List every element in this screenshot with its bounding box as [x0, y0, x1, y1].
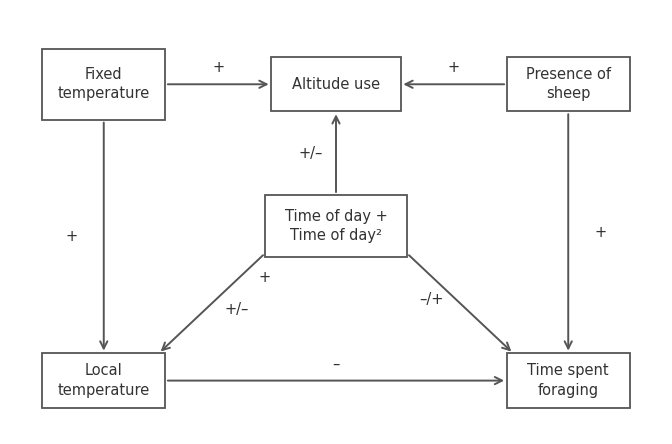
Text: +: + [448, 60, 460, 75]
Bar [42, 49, 165, 120]
Text: +: + [258, 270, 270, 285]
Bar [265, 195, 407, 258]
Text: –/+: –/+ [419, 292, 444, 307]
Text: +/–: +/– [298, 146, 323, 161]
Text: Fixed
temperature: Fixed temperature [58, 67, 150, 101]
Text: Presence of
sheep: Presence of sheep [526, 67, 611, 101]
Bar [507, 353, 630, 408]
Bar [42, 353, 165, 408]
Text: +: + [65, 229, 77, 244]
Text: Altitude use: Altitude use [292, 77, 380, 92]
Text: Time of day +
Time of day²: Time of day + Time of day² [285, 209, 387, 243]
Text: +: + [595, 225, 607, 240]
Text: +: + [212, 60, 224, 75]
Text: Local
temperature: Local temperature [58, 364, 150, 398]
Bar [271, 57, 401, 111]
Text: Time spent
foraging: Time spent foraging [528, 364, 609, 398]
Text: –: – [333, 357, 339, 371]
Bar [507, 57, 630, 111]
Text: +/–: +/– [224, 302, 249, 317]
